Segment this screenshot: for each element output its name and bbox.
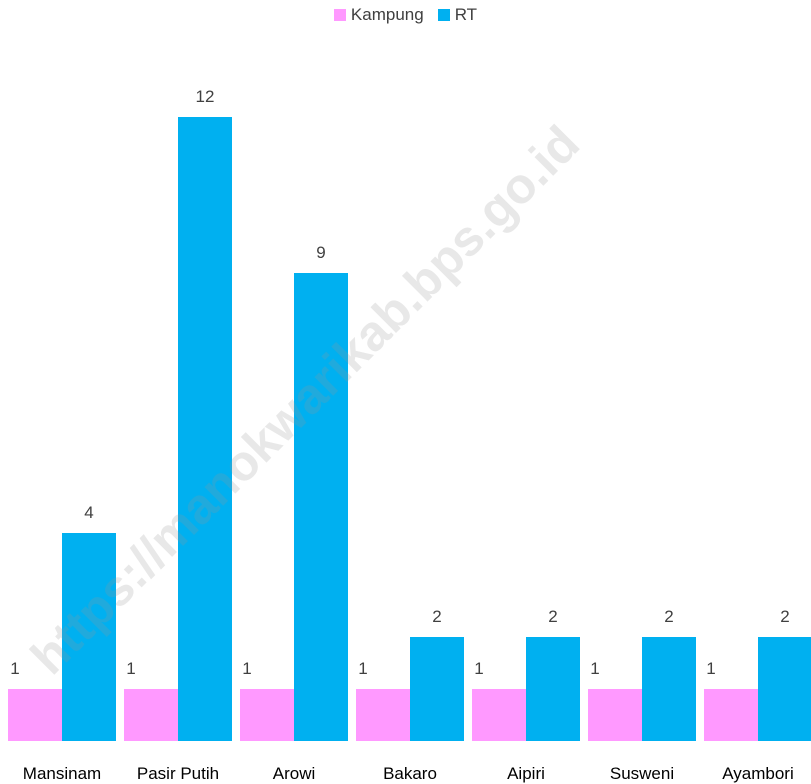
bar-rt bbox=[526, 637, 580, 741]
data-label-rt: 2 bbox=[548, 607, 557, 626]
data-label-rt: 2 bbox=[780, 607, 789, 626]
legend-swatch-kampung bbox=[333, 9, 346, 21]
bar-kampung bbox=[356, 689, 410, 741]
chart-legend: Kampung RT bbox=[0, 5, 811, 25]
data-label-rt: 12 bbox=[196, 87, 215, 106]
bar-kampung bbox=[588, 689, 642, 741]
legend-item-rt: RT bbox=[437, 5, 478, 25]
data-label-kampung: 1 bbox=[590, 659, 599, 678]
x-tick-label: Mansinam bbox=[23, 764, 101, 783]
data-label-kampung: 1 bbox=[706, 659, 715, 678]
bar-kampung bbox=[240, 689, 294, 741]
legend-swatch-rt bbox=[437, 9, 450, 21]
bar-kampung bbox=[124, 689, 178, 741]
bar-rt bbox=[642, 637, 696, 741]
x-tick-label: Ayambori bbox=[722, 764, 794, 783]
bar-kampung bbox=[472, 689, 526, 741]
bar-kampung bbox=[8, 689, 62, 741]
bar-rt bbox=[62, 533, 116, 741]
data-label-kampung: 1 bbox=[242, 659, 251, 678]
data-label-kampung: 1 bbox=[474, 659, 483, 678]
x-tick-label: Arowi bbox=[273, 764, 316, 783]
bar-rt bbox=[294, 273, 348, 741]
bar-rt bbox=[758, 637, 811, 741]
bar-rt bbox=[410, 637, 464, 741]
data-label-kampung: 1 bbox=[126, 659, 135, 678]
legend-label-kampung: Kampung bbox=[350, 5, 424, 24]
legend-label-rt: RT bbox=[454, 5, 478, 24]
data-label-rt: 4 bbox=[84, 503, 93, 522]
legend-item-kampung: Kampung bbox=[333, 5, 424, 25]
data-label-rt: 9 bbox=[316, 243, 325, 262]
x-tick-label: Aipiri bbox=[507, 764, 545, 783]
data-label-kampung: 1 bbox=[10, 659, 19, 678]
data-label-rt: 2 bbox=[664, 607, 673, 626]
bar-kampung bbox=[704, 689, 758, 741]
data-label-kampung: 1 bbox=[358, 659, 367, 678]
x-tick-label: Susweni bbox=[610, 764, 674, 783]
bar-rt bbox=[178, 117, 232, 741]
x-tick-label: Pasir Putih bbox=[137, 764, 219, 783]
x-tick-label: Bakaro bbox=[383, 764, 437, 783]
data-label-rt: 2 bbox=[432, 607, 441, 626]
